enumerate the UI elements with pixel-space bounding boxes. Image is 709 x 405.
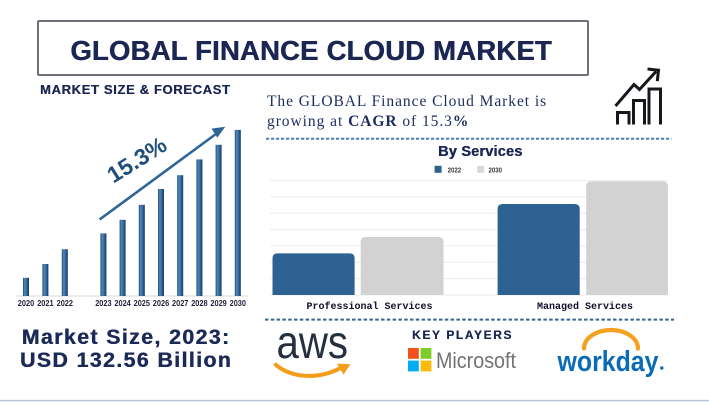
svg-text:workday: workday xyxy=(557,346,659,378)
svg-text:2022: 2022 xyxy=(57,298,74,308)
svg-text:2028: 2028 xyxy=(191,298,208,308)
svg-text:2025: 2025 xyxy=(134,298,151,308)
svg-text:2022: 2022 xyxy=(448,165,462,174)
svg-text:2024: 2024 xyxy=(114,298,131,308)
svg-text:15.3%: 15.3% xyxy=(102,131,171,188)
svg-text:2023: 2023 xyxy=(95,298,112,308)
svg-text:2020: 2020 xyxy=(18,298,35,308)
svg-text:Professional Services: Professional Services xyxy=(306,301,432,313)
svg-text:Managed Services: Managed Services xyxy=(537,301,633,313)
svg-text:2029: 2029 xyxy=(210,298,227,308)
svg-text:2026: 2026 xyxy=(153,298,170,308)
svg-text:Microsoft: Microsoft xyxy=(436,348,516,373)
svg-text:2021: 2021 xyxy=(37,298,54,308)
svg-text:2030: 2030 xyxy=(489,165,503,174)
svg-text:2027: 2027 xyxy=(172,298,189,308)
svg-text:2030: 2030 xyxy=(230,298,247,308)
svg-text:aws: aws xyxy=(277,316,349,368)
